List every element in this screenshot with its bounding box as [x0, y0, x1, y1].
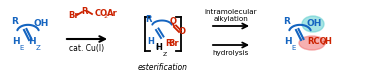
Text: E: E	[20, 45, 24, 51]
Text: H: H	[12, 36, 20, 45]
Text: E: E	[155, 45, 159, 50]
Text: H: H	[28, 36, 36, 45]
Ellipse shape	[302, 16, 324, 32]
Text: O: O	[178, 28, 186, 36]
Text: Ar: Ar	[107, 9, 118, 18]
Text: R: R	[165, 39, 171, 48]
Text: R: R	[81, 6, 87, 15]
Text: R: R	[284, 18, 290, 26]
Text: alkylation: alkylation	[214, 16, 248, 22]
Text: Z: Z	[36, 45, 40, 51]
Text: Br: Br	[68, 11, 79, 19]
Text: intramolecular: intramolecular	[205, 9, 257, 15]
Text: Br: Br	[169, 39, 179, 48]
Text: E: E	[291, 45, 296, 51]
Text: H: H	[284, 36, 292, 45]
Text: RCO: RCO	[307, 38, 327, 47]
Text: R: R	[146, 15, 152, 24]
Text: esterification: esterification	[138, 62, 188, 71]
Text: R: R	[12, 18, 19, 26]
Text: CO: CO	[95, 9, 108, 18]
Text: O: O	[169, 16, 177, 25]
Text: 2: 2	[104, 14, 108, 18]
Text: Z: Z	[163, 52, 167, 57]
Text: H: H	[324, 38, 331, 47]
Text: H: H	[147, 36, 155, 45]
Text: OH: OH	[33, 18, 49, 28]
Text: cat. Cu(I): cat. Cu(I)	[70, 45, 105, 54]
Text: OH: OH	[306, 18, 322, 28]
Text: hydrolysis: hydrolysis	[213, 50, 249, 56]
Text: ·: ·	[170, 37, 174, 47]
Text: H: H	[156, 44, 163, 52]
Ellipse shape	[299, 36, 325, 50]
Text: 2: 2	[321, 41, 325, 46]
